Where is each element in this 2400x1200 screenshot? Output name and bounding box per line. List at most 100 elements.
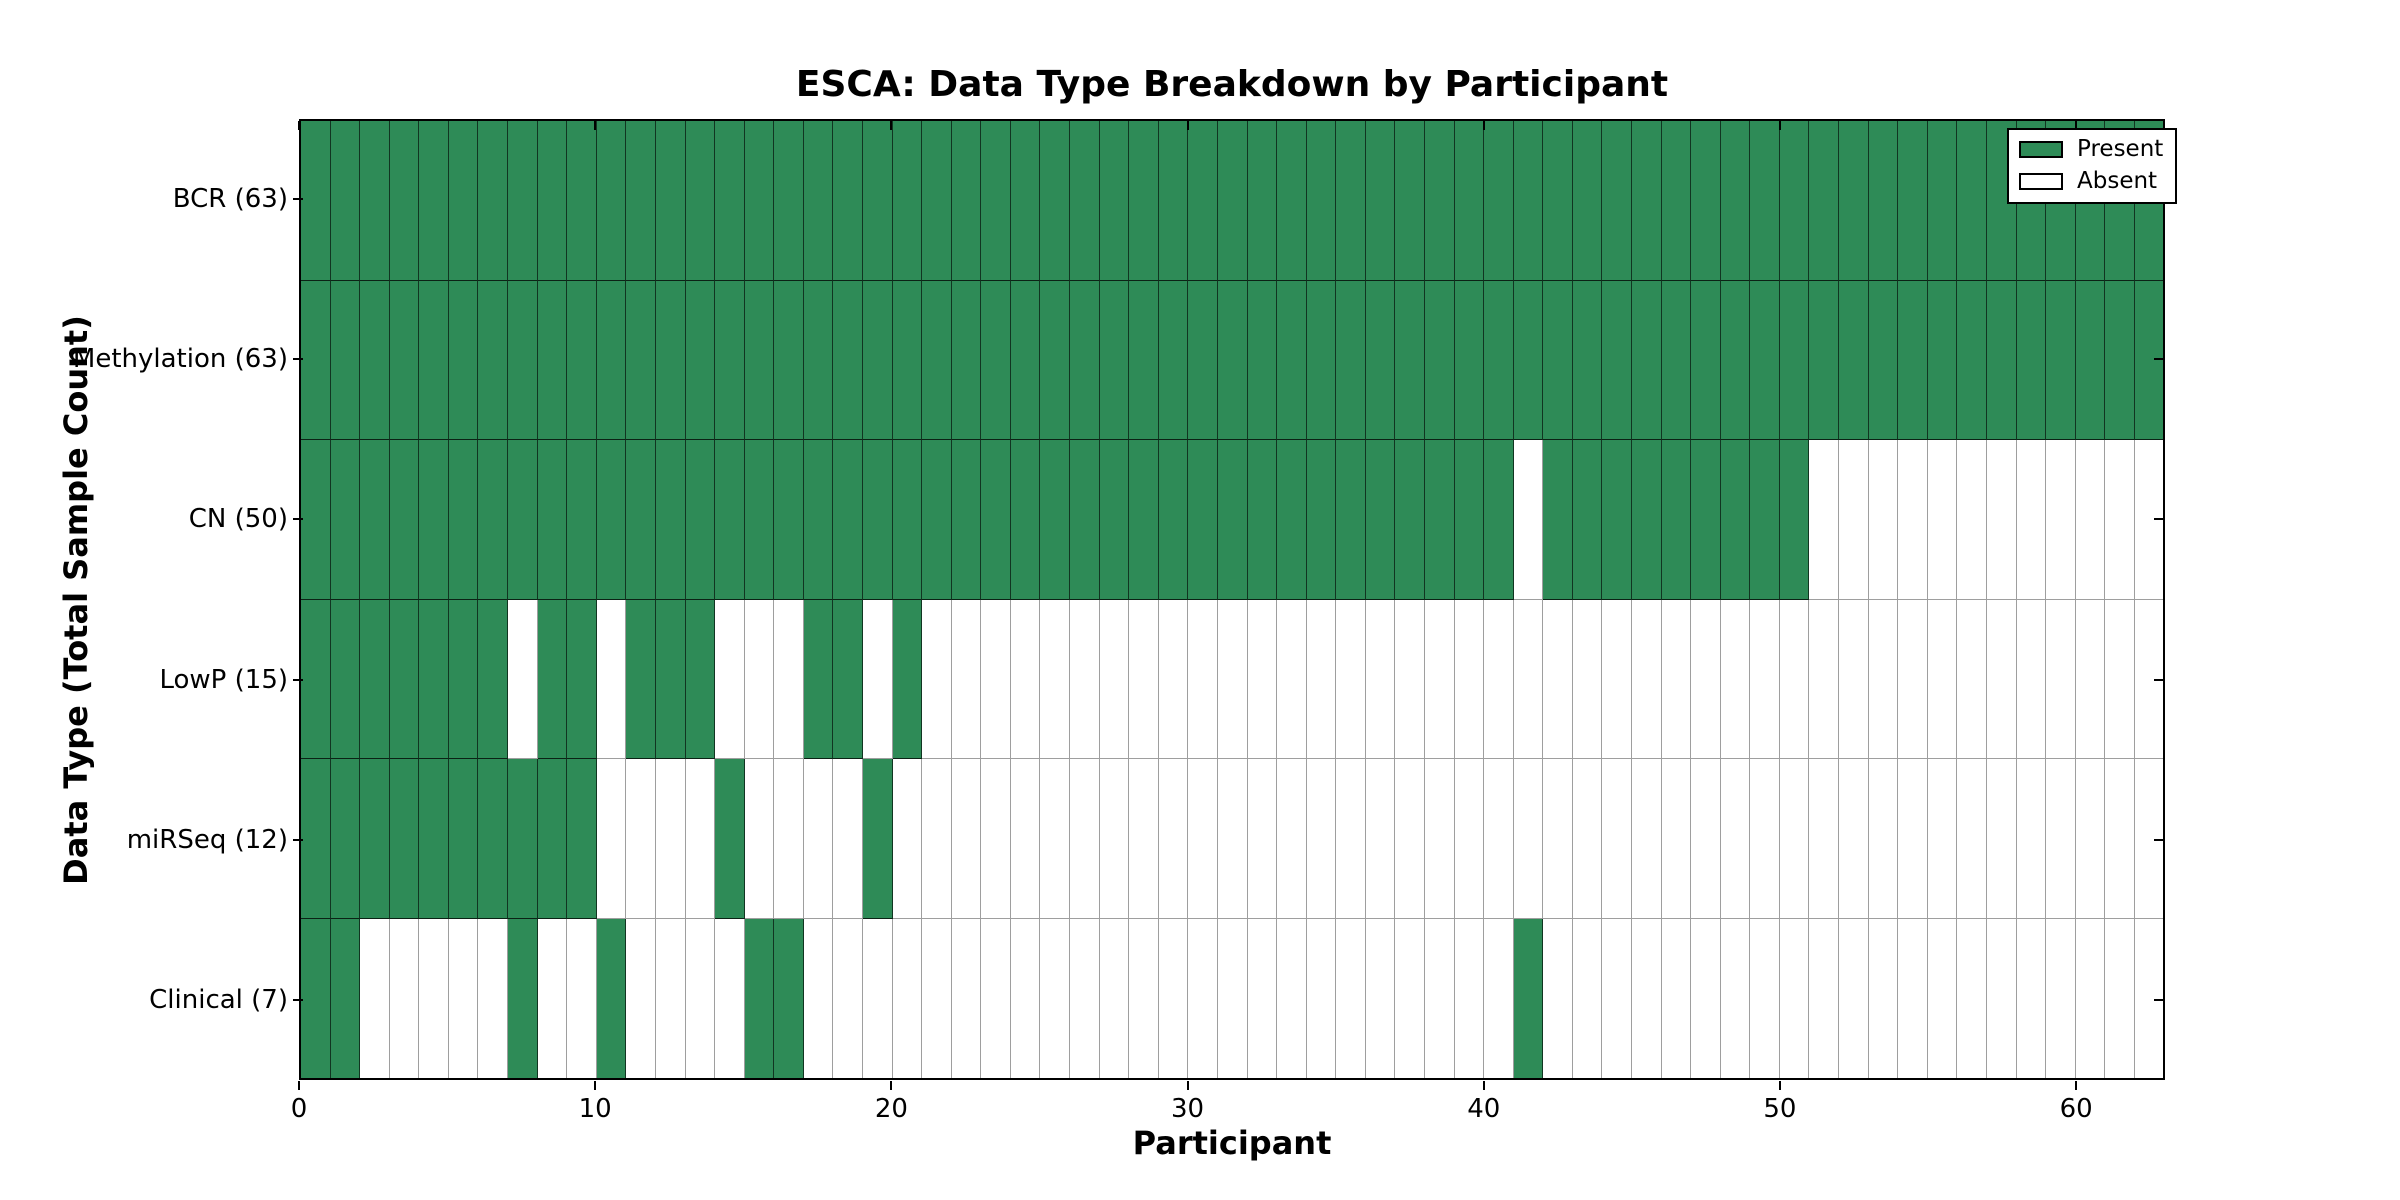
grid-cell-bcr-33: [1277, 121, 1307, 281]
grid-cell-clinical-42: [1543, 918, 1573, 1078]
grid-cell-mirseq-47: [1691, 759, 1721, 919]
grid-cell-methylation-36: [1365, 280, 1396, 440]
grid-cell-methylation-31: [1217, 280, 1248, 440]
grid-cell-mirseq-56: [1957, 759, 1987, 919]
grid-cell-methylation-4: [419, 280, 449, 440]
grid-cell-mirseq-59: [2046, 759, 2076, 919]
grid-cell-cn-42: [1543, 440, 1573, 600]
grid-cell-methylation-18: [833, 280, 863, 440]
grid-cell-lowp-8: [537, 599, 568, 759]
grid-cell-bcr-6: [478, 121, 509, 281]
grid-cell-clinical-4: [419, 918, 449, 1078]
grid-cell-methylation-28: [1129, 280, 1159, 440]
grid-cell-lowp-38: [1424, 599, 1455, 759]
grid-cell-clinical-3: [389, 918, 420, 1078]
grid-cell-bcr-1: [330, 121, 361, 281]
grid-cell-cn-41: [1513, 440, 1544, 600]
grid-cell-clinical-11: [626, 918, 656, 1078]
grid-cell-bcr-46: [1661, 121, 1692, 281]
grid-cell-methylation-11: [626, 280, 656, 440]
grid-cell-clinical-18: [833, 918, 863, 1078]
grid-cell-clinical-62: [2134, 918, 2164, 1078]
grid-cell-clinical-53: [1868, 918, 1899, 1078]
grid-cell-clinical-23: [981, 918, 1011, 1078]
grid-cell-methylation-20: [892, 280, 923, 440]
x-tick-mark-top: [298, 121, 300, 130]
grid-cell-cn-56: [1957, 440, 1987, 600]
grid-cell-mirseq-27: [1099, 759, 1130, 919]
grid-cell-methylation-38: [1424, 280, 1455, 440]
x-tick-mark-bottom: [1778, 1081, 1781, 1090]
grid-cell-methylation-21: [922, 280, 952, 440]
x-tick-mark-top: [594, 121, 597, 130]
legend-label-present: Present: [2077, 136, 2164, 162]
grid-cell-bcr-32: [1247, 121, 1278, 281]
grid-cell-clinical-56: [1957, 918, 1987, 1078]
grid-cell-bcr-50: [1779, 121, 1810, 281]
grid-cell-methylation-3: [389, 280, 420, 440]
grid-cell-mirseq-39: [1454, 759, 1485, 919]
grid-cell-methylation-53: [1868, 280, 1899, 440]
grid-cell-cn-57: [1986, 440, 2017, 600]
grid-cell-lowp-17: [803, 599, 834, 759]
data-row-cn: [301, 440, 2164, 600]
x-tick-mark-top: [1186, 121, 1189, 130]
grid-cell-bcr-22: [951, 121, 982, 281]
grid-cell-mirseq-35: [1336, 759, 1366, 919]
grid-cell-mirseq-20: [892, 759, 923, 919]
x-tick-mark-bottom: [1186, 1081, 1189, 1090]
grid-cell-mirseq-14: [715, 759, 745, 919]
grid-cell-cn-18: [833, 440, 863, 600]
grid-cell-bcr-23: [981, 121, 1011, 281]
grid-cell-methylation-47: [1691, 280, 1721, 440]
grid-cell-cn-19: [862, 440, 893, 600]
y-tick-mark-right: [2154, 998, 2163, 1001]
grid-cell-lowp-35: [1336, 599, 1366, 759]
grid-cell-lowp-57: [1986, 599, 2017, 759]
grid-cell-clinical-28: [1129, 918, 1159, 1078]
grid-cell-lowp-49: [1750, 599, 1780, 759]
grid-cell-mirseq-60: [2075, 759, 2106, 919]
grid-cell-cn-43: [1572, 440, 1603, 600]
grid-cell-methylation-23: [981, 280, 1011, 440]
grid-cell-mirseq-21: [922, 759, 952, 919]
grid-cell-methylation-52: [1839, 280, 1869, 440]
data-row-methylation: [301, 280, 2164, 440]
grid-cell-bcr-3: [389, 121, 420, 281]
grid-cell-lowp-53: [1868, 599, 1899, 759]
grid-cell-cn-44: [1602, 440, 1633, 600]
grid-cell-clinical-34: [1306, 918, 1337, 1078]
grid-cell-clinical-27: [1099, 918, 1130, 1078]
grid-cell-clinical-55: [1927, 918, 1958, 1078]
grid-cell-cn-30: [1188, 440, 1218, 600]
grid-cell-clinical-38: [1424, 918, 1455, 1078]
grid-cell-clinical-20: [892, 918, 923, 1078]
grid-cell-cn-6: [478, 440, 509, 600]
grid-cell-mirseq-50: [1779, 759, 1810, 919]
grid-cell-lowp-18: [833, 599, 863, 759]
grid-cell-clinical-12: [655, 918, 686, 1078]
grid-cell-cn-46: [1661, 440, 1692, 600]
grid-cell-bcr-34: [1306, 121, 1337, 281]
grid-cell-cn-3: [389, 440, 420, 600]
grid-cell-lowp-52: [1839, 599, 1869, 759]
grid-cell-lowp-34: [1306, 599, 1337, 759]
data-row-lowp: [301, 599, 2164, 759]
x-tick-mark-bottom: [298, 1081, 300, 1090]
grid-cell-bcr-53: [1868, 121, 1899, 281]
grid-cell-mirseq-41: [1513, 759, 1544, 919]
grid-cell-bcr-45: [1632, 121, 1662, 281]
y-tick-label-cn: CN (50): [188, 504, 288, 535]
grid-cell-clinical-5: [448, 918, 479, 1078]
grid-cell-lowp-51: [1809, 599, 1840, 759]
grid-cell-bcr-38: [1424, 121, 1455, 281]
grid-cell-methylation-6: [478, 280, 509, 440]
plot-area: [299, 119, 2165, 1080]
grid-cell-methylation-14: [715, 280, 745, 440]
grid-cell-clinical-43: [1572, 918, 1603, 1078]
grid-cell-cn-2: [360, 440, 390, 600]
grid-cell-mirseq-28: [1129, 759, 1159, 919]
y-tick-label-methylation: Methylation (63): [72, 344, 288, 375]
grid-cell-lowp-32: [1247, 599, 1278, 759]
grid-cell-bcr-14: [715, 121, 745, 281]
